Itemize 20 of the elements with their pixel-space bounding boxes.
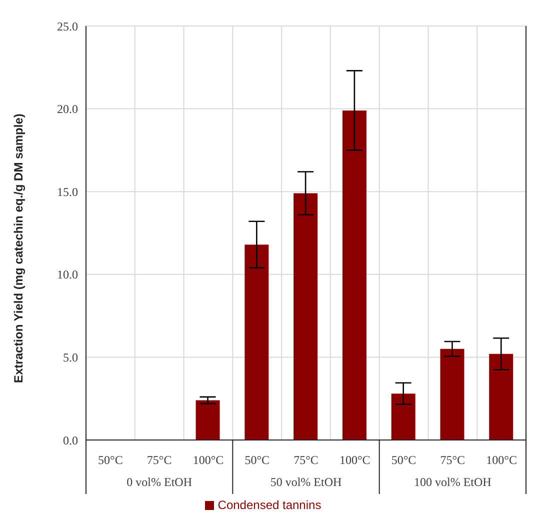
y-tick-label: 25.0 xyxy=(57,19,78,34)
y-tick-label: 10.0 xyxy=(57,268,78,282)
x-tick-label: 50°C xyxy=(391,453,416,467)
legend-label: Condensed tannins xyxy=(218,498,322,512)
text: 100 vol% EtOH xyxy=(414,475,492,489)
y-tick-label: 0.0 xyxy=(63,433,78,448)
x-tick-label: 75°C xyxy=(440,453,466,467)
x-tick-label: 75°C xyxy=(146,453,172,467)
x-tick-label: 50°C xyxy=(98,453,123,467)
x-tick-label: 100°C xyxy=(192,453,224,467)
y-axis-title: Extraction Yield (mg catechin eq./g DM sample) xyxy=(11,114,26,383)
y-tick-label: 15.0 xyxy=(57,184,78,199)
x-tick-label: 50°C xyxy=(244,453,270,467)
text: 50 vol% EtOH xyxy=(270,475,342,489)
x-tick-label: 75°C xyxy=(294,453,318,467)
y-tick-label: 5.0 xyxy=(63,350,78,364)
x-tick-label: 100°C xyxy=(486,453,517,467)
y-tick-label: 20.0 xyxy=(57,102,78,116)
x-tick-label: 100°C xyxy=(339,453,370,467)
text: 0 vol% EtOH xyxy=(126,475,192,489)
